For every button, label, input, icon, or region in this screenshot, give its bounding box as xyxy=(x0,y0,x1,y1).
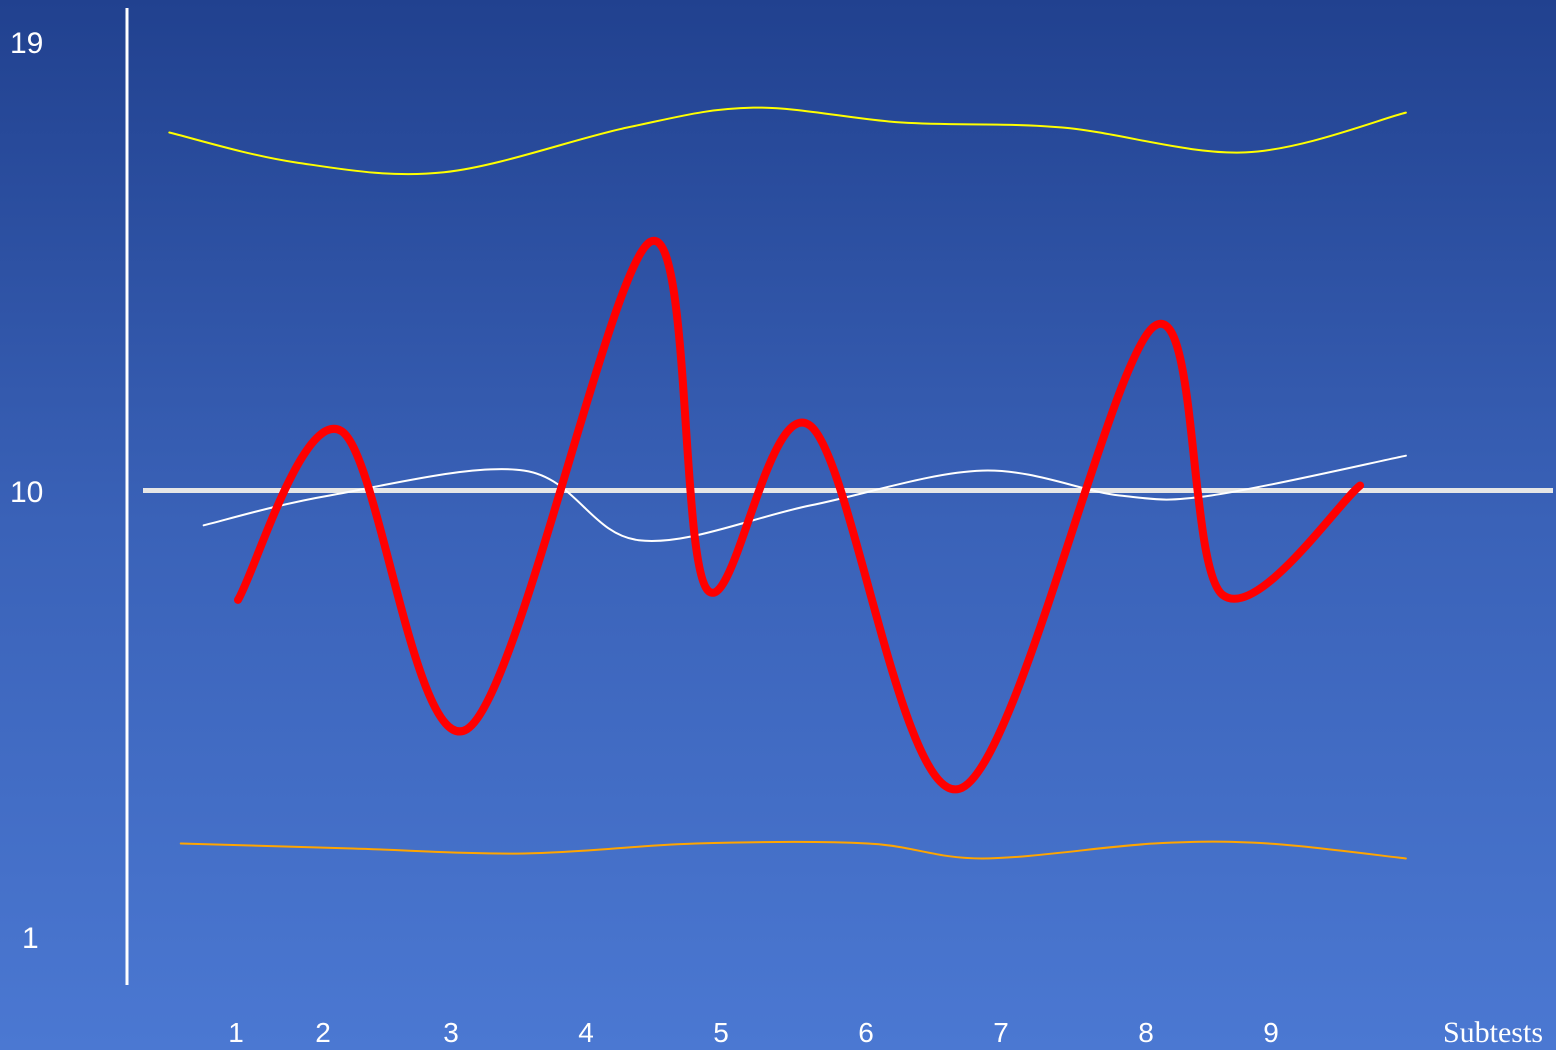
x-tick-label: 9 xyxy=(1263,1017,1279,1048)
series-layer xyxy=(168,106,1407,860)
x-tick-label: 2 xyxy=(315,1017,331,1048)
x-tick-label: 5 xyxy=(713,1017,729,1048)
x-tick-label: 6 xyxy=(858,1017,874,1048)
series-line-3 xyxy=(168,106,1407,176)
series-line-1 xyxy=(234,236,1365,793)
series-line-2 xyxy=(202,454,1407,542)
series-line-4 xyxy=(179,840,1407,860)
x-tick-label: 8 xyxy=(1138,1017,1154,1048)
x-tick-label: 7 xyxy=(993,1017,1009,1048)
y-tick-labels: 19 10 1 xyxy=(10,27,43,955)
x-tick-label: 4 xyxy=(578,1017,594,1048)
x-axis-label: Subtests xyxy=(1443,1016,1543,1049)
x-tick-label: 3 xyxy=(443,1017,459,1048)
y-tick-label: 10 xyxy=(10,476,43,509)
y-tick-label: 1 xyxy=(22,922,39,955)
x-tick-label: 1 xyxy=(228,1017,244,1048)
x-tick-labels: 1 2 3 4 5 6 7 8 9 xyxy=(228,1017,1279,1048)
y-tick-label: 19 xyxy=(10,27,43,60)
